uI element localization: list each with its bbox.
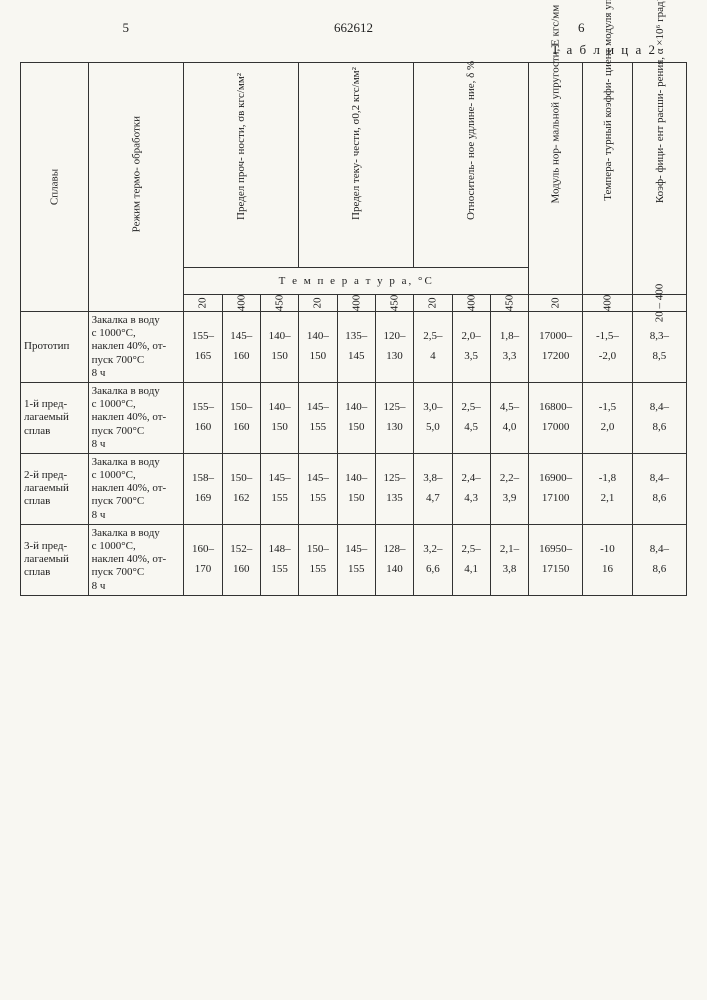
cell-s02-2: 125– 130: [375, 382, 413, 453]
cell-sb-1: 150– 160: [222, 382, 260, 453]
cell-s02-0: 150– 155: [299, 524, 337, 595]
cell-s02-2: 120– 130: [375, 312, 413, 383]
t-400: 400: [222, 295, 260, 312]
cell-kte: 8,4– 8,6: [632, 524, 686, 595]
table-row: ПрототипЗакалка в воду с 1000°С, наклеп …: [21, 312, 687, 383]
cell-d-2: 4,5– 4,0: [490, 382, 528, 453]
t-450: 450: [375, 295, 413, 312]
cell-alloy: 3-й пред- лагаемый сплав: [21, 524, 89, 595]
cell-d-2: 2,2– 3,9: [490, 453, 528, 524]
page-num-left: 5: [123, 20, 130, 36]
cell-d-1: 2,5– 4,1: [452, 524, 490, 595]
kte-range: 20 – 400: [632, 295, 686, 312]
cell-d-1: 2,0– 3,5: [452, 312, 490, 383]
col-alloy: Сплавы: [21, 63, 89, 312]
table-row: 3-й пред- лагаемый сплавЗакалка в воду с…: [21, 524, 687, 595]
cell-s02-1: 135– 145: [337, 312, 375, 383]
properties-table: Сплавы Режим термо- обработки Предел про…: [20, 62, 687, 596]
cell-sb-2: 148– 155: [260, 524, 298, 595]
col-sigma-02: Предел теку- чести, σ0,2 кгс/мм²: [299, 63, 414, 268]
cell-s02-1: 140– 150: [337, 382, 375, 453]
table-row: 1-й пред- лагаемый сплавЗакалка в воду с…: [21, 382, 687, 453]
cell-s02-1: 140– 150: [337, 453, 375, 524]
cell-E: 16900– 17100: [529, 453, 583, 524]
cell-d-2: 2,1– 3,8: [490, 524, 528, 595]
col-delta: Относитель- ное удлине- ние, δ %: [414, 63, 529, 268]
col-sigma-b: Предел проч- ности, σв кгс/мм²: [184, 63, 299, 268]
cell-d-1: 2,4– 4,3: [452, 453, 490, 524]
cell-s02-0: 145– 155: [299, 453, 337, 524]
cell-kte: 8,4– 8,6: [632, 382, 686, 453]
page-numbers: 5 662612 6: [20, 20, 687, 36]
cell-sb-0: 155– 160: [184, 382, 222, 453]
cell-s02-2: 125– 135: [375, 453, 413, 524]
cell-alloy: 1-й пред- лагаемый сплав: [21, 382, 89, 453]
cell-sb-1: 152– 160: [222, 524, 260, 595]
cell-sb-2: 140– 150: [260, 312, 298, 383]
cell-sb-0: 155– 165: [184, 312, 222, 383]
cell-d-1: 2,5– 4,5: [452, 382, 490, 453]
table-row: 2-й пред- лагаемый сплавЗакалка в воду с…: [21, 453, 687, 524]
table-caption: Т а б л и ц а 2: [20, 42, 687, 58]
col-kte: Коэф- фици- ент расши- рения, α ×10⁶ гра…: [632, 63, 686, 295]
cell-tkm: -1,5 2,0: [583, 382, 633, 453]
t-400: 400: [337, 295, 375, 312]
t-450: 450: [260, 295, 298, 312]
cell-d-0: 2,5– 4: [414, 312, 452, 383]
e-20: 20: [529, 295, 583, 312]
cell-E: 16800– 17000: [529, 382, 583, 453]
cell-d-0: 3,2– 6,6: [414, 524, 452, 595]
t-20: 20: [414, 295, 452, 312]
cell-sb-0: 158– 169: [184, 453, 222, 524]
t-450: 450: [490, 295, 528, 312]
cell-tkm: -1,8 2,1: [583, 453, 633, 524]
t-400: 400: [452, 295, 490, 312]
cell-tkm: -10 16: [583, 524, 633, 595]
cell-mode: Закалка в воду с 1000°С, наклеп 40%, от-…: [88, 453, 184, 524]
doc-number: 662612: [334, 20, 373, 36]
cell-E: 16950– 17150: [529, 524, 583, 595]
cell-sb-0: 160– 170: [184, 524, 222, 595]
t-20: 20: [299, 295, 337, 312]
tkm-400: 400: [583, 295, 633, 312]
cell-kte: 8,4– 8,6: [632, 453, 686, 524]
cell-sb-1: 145– 160: [222, 312, 260, 383]
cell-mode: Закалка в воду с 1000°С, наклеп 40%, от-…: [88, 524, 184, 595]
cell-alloy: Прототип: [21, 312, 89, 383]
cell-s02-0: 145– 155: [299, 382, 337, 453]
cell-sb-2: 145– 155: [260, 453, 298, 524]
cell-d-2: 1,8– 3,3: [490, 312, 528, 383]
cell-s02-2: 128– 140: [375, 524, 413, 595]
t-20: 20: [184, 295, 222, 312]
cell-d-0: 3,0– 5,0: [414, 382, 452, 453]
cell-mode: Закалка в воду с 1000°С, наклеп 40%, от-…: [88, 312, 184, 383]
cell-d-0: 3,8– 4,7: [414, 453, 452, 524]
col-modulus: Модуль нор- мальной упругости, Е кгс/мм: [529, 63, 583, 295]
cell-sb-2: 140– 150: [260, 382, 298, 453]
cell-alloy: 2-й пред- лагаемый сплав: [21, 453, 89, 524]
col-mode: Режим термо- обработки: [88, 63, 184, 312]
col-tkm: Темпера- турный коэффи- циент модуля упр…: [583, 63, 633, 295]
cell-sb-1: 150– 162: [222, 453, 260, 524]
cell-s02-0: 140– 150: [299, 312, 337, 383]
page-num-right: 6: [578, 20, 585, 36]
cell-s02-1: 145– 155: [337, 524, 375, 595]
cell-mode: Закалка в воду с 1000°С, наклеп 40%, от-…: [88, 382, 184, 453]
